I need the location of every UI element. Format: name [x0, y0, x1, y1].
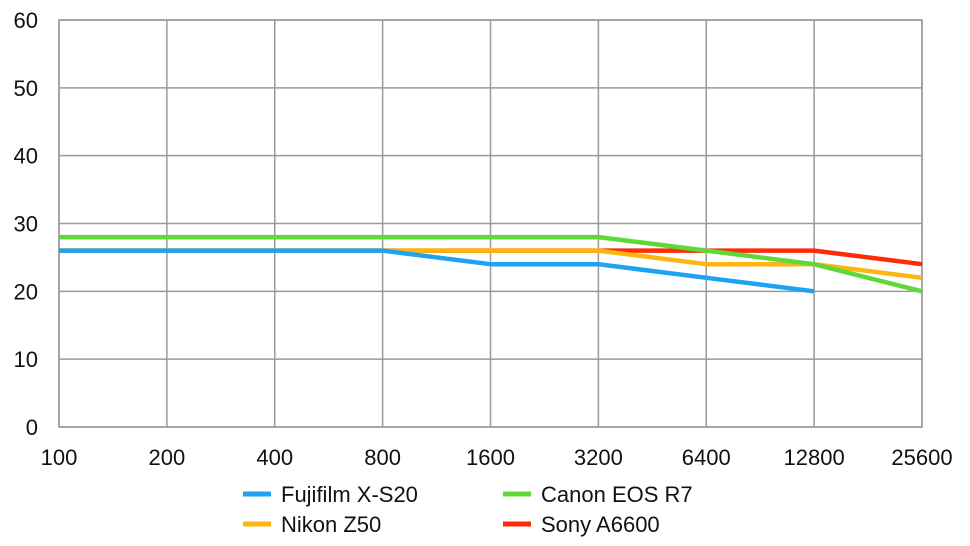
- x-tick-label: 25600: [891, 445, 952, 470]
- series-lines: [59, 234, 923, 294]
- x-tick-label: 100: [41, 445, 78, 470]
- x-tick-label: 1600: [466, 445, 515, 470]
- y-tick-label: 50: [14, 76, 38, 101]
- y-tick-label: 20: [14, 279, 38, 304]
- legend-label-nikon-z50: Nikon Z50: [281, 512, 381, 537]
- legend-label-fujifilm-x-s20: Fujifilm X-S20: [281, 482, 418, 507]
- y-tick-label: 30: [14, 212, 38, 237]
- y-axis-ticks: 0 10 20 30 40 50 60: [14, 8, 38, 440]
- y-tick-label: 60: [14, 8, 38, 33]
- legend: Fujifilm X-S20 Canon EOS R7 Nikon Z50 Sony …: [243, 482, 693, 537]
- legend-label-sony-a6600: Sony A6600: [541, 512, 660, 537]
- series-line-fujifilm-x-s20: [59, 248, 815, 294]
- grid: [58, 19, 923, 428]
- x-tick-label: 12800: [784, 445, 845, 470]
- x-tick-label: 6400: [682, 445, 731, 470]
- x-tick-label: 3200: [574, 445, 623, 470]
- y-tick-label: 40: [14, 144, 38, 169]
- y-tick-label: 10: [14, 347, 38, 372]
- x-tick-label: 200: [149, 445, 186, 470]
- x-tick-label: 400: [256, 445, 293, 470]
- y-tick-label: 0: [26, 415, 38, 440]
- series-line-canon-eos-r7: [59, 234, 923, 294]
- legend-label-canon-eos-r7: Canon EOS R7: [541, 482, 693, 507]
- x-tick-label: 800: [364, 445, 401, 470]
- plot-frame: [58, 19, 923, 428]
- x-axis-ticks: 100 200 400 800 1600 3200 6400 12800 25600: [41, 445, 953, 470]
